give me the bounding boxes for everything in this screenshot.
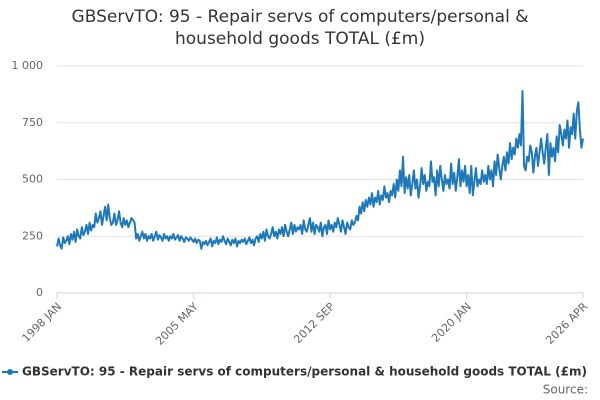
legend-label: GBServTO: 95 - Repair servs of computers… <box>22 365 587 379</box>
x-tick-label: 2020 JAN <box>429 300 474 345</box>
y-tick-label: 750 <box>22 116 43 129</box>
y-tick-label: 0 <box>36 286 43 299</box>
x-tick-label: 2012 SEP <box>291 300 337 346</box>
y-tick-label: 250 <box>22 229 43 242</box>
x-tick-label: 2005 MAY <box>153 300 201 348</box>
source: Source: <box>543 383 588 397</box>
series-line <box>56 89 584 250</box>
legend-marker <box>7 369 13 375</box>
x-tick-label: 2026 APR <box>543 300 590 347</box>
chart-title: GBServTO: 95 - Repair servs of computers… <box>71 7 529 49</box>
x-tick-label: 1998 JAN <box>19 300 64 345</box>
y-tick-label: 500 <box>22 173 43 186</box>
y-tick-label: 1 000 <box>12 59 44 72</box>
